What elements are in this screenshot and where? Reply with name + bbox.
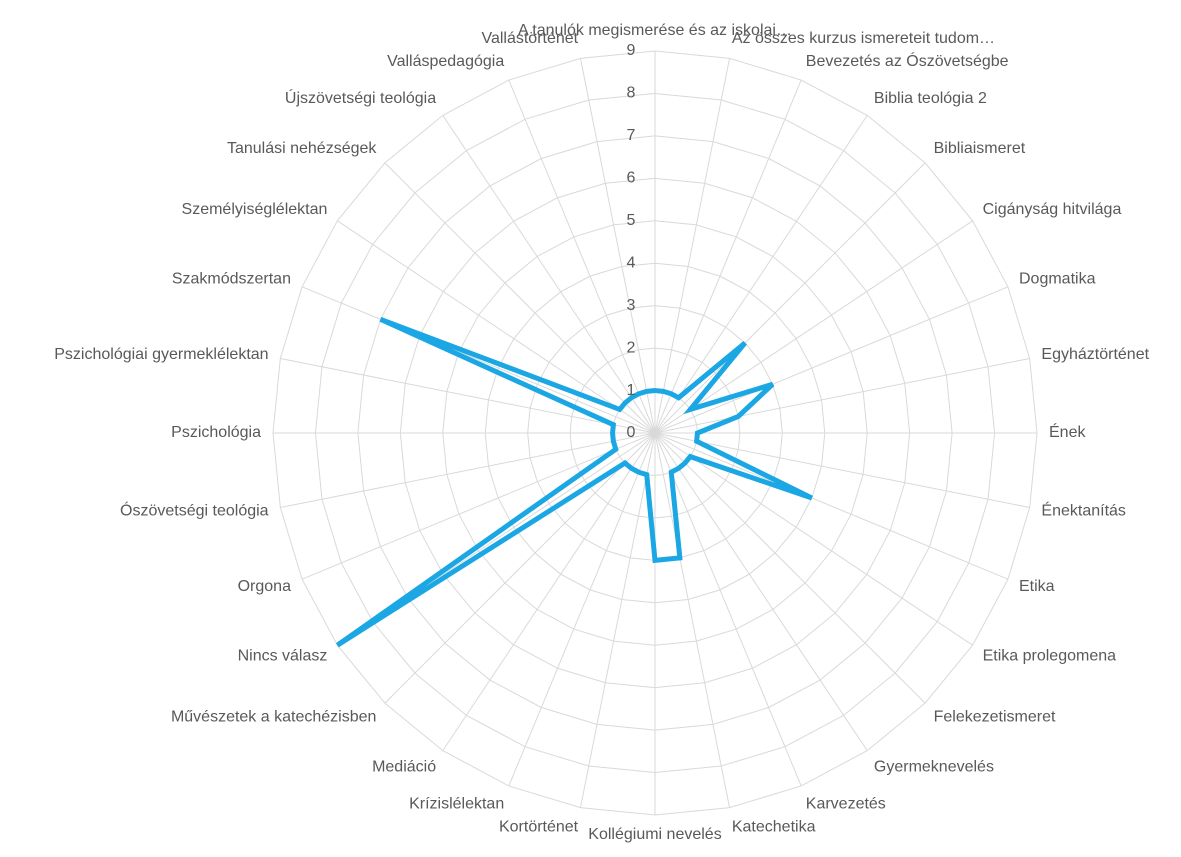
- category-label: Kollégiumi nevelés: [588, 826, 721, 843]
- spoke: [579, 432, 656, 808]
- spoke: [654, 115, 868, 434]
- category-label: Felekezetismeret: [934, 708, 1056, 725]
- category-label: Személyiséglélektan: [182, 201, 328, 218]
- category-label: Katechetika: [732, 818, 816, 835]
- category-label: Cigányság hitvilága: [983, 201, 1122, 218]
- category-label: Újszövetségi teológia: [285, 88, 436, 107]
- spoke: [384, 432, 656, 704]
- spoke: [442, 115, 656, 434]
- y-tick-label: 8: [627, 85, 636, 102]
- spoke: [442, 432, 656, 751]
- spoke: [654, 432, 973, 646]
- y-tick-label: 9: [627, 42, 636, 59]
- category-label: Szakmódszertan: [172, 270, 291, 287]
- category-label: Valláspedagógia: [387, 53, 504, 70]
- y-tick-label: 4: [627, 254, 636, 271]
- category-label: Pszichológiai gyermeklélektan: [54, 346, 268, 363]
- spoke: [508, 79, 656, 434]
- y-tick-label: 5: [627, 212, 636, 229]
- category-label: Krízislélektan: [409, 796, 504, 813]
- category-label: Etika: [1019, 578, 1055, 595]
- category-label: Orgona: [238, 578, 291, 595]
- category-label: Ének: [1049, 422, 1086, 441]
- category-label: Ószövetségi teológia: [120, 501, 269, 520]
- category-label: Kortörténet: [499, 818, 579, 835]
- category-label: Az összes kurzus ismereteit tudom…: [732, 30, 995, 47]
- spoke: [579, 58, 656, 434]
- spoke: [654, 357, 1030, 434]
- spoke: [654, 432, 802, 787]
- spoke: [654, 432, 731, 808]
- category-label: Gyermeknevelés: [874, 758, 994, 775]
- category-label: Egyháztörténet: [1041, 346, 1149, 363]
- category-label: Mediáció: [372, 758, 436, 775]
- spoke: [654, 432, 1030, 509]
- category-label: A tanulók megismerése és az iskolai…: [518, 22, 792, 39]
- data-line: [335, 316, 813, 648]
- y-tick-label: 7: [627, 127, 636, 144]
- y-tick-label: 3: [627, 297, 636, 314]
- y-tick-label: 0: [627, 424, 636, 441]
- spoke: [280, 357, 656, 434]
- spoke: [654, 432, 868, 751]
- category-label: Pszichológia: [171, 424, 261, 441]
- category-label: Etika prolegomena: [983, 648, 1117, 665]
- spoke: [654, 286, 1009, 434]
- category-label: Tanulási nehézségek: [227, 140, 377, 157]
- spoke: [654, 162, 926, 434]
- category-label: Vallástörténet: [481, 30, 578, 47]
- category-label: Biblia teológia 2: [874, 90, 987, 107]
- category-label: Művészetek a katechézisben: [171, 708, 376, 725]
- spoke: [654, 220, 973, 434]
- category-label: Bibliaismeret: [934, 140, 1026, 157]
- spoke: [654, 432, 926, 704]
- spoke: [654, 432, 1009, 580]
- y-tick-label: 6: [627, 170, 636, 187]
- y-tick-label: 1: [627, 382, 636, 399]
- spoke: [508, 432, 656, 787]
- category-label: Bevezetés az Ószövetségbe: [806, 51, 1009, 70]
- category-label: Nincs válasz: [238, 648, 328, 665]
- category-label: Dogmatika: [1019, 270, 1096, 287]
- category-label: Énektanítás: [1041, 501, 1126, 520]
- y-tick-label: 2: [627, 339, 636, 356]
- spoke: [654, 79, 802, 434]
- spoke: [301, 286, 656, 434]
- spoke: [384, 162, 656, 434]
- spoke: [654, 58, 731, 434]
- spoke: [280, 432, 656, 509]
- spoke: [337, 220, 656, 434]
- category-label: Karvezetés: [806, 796, 886, 813]
- spoke: [301, 432, 656, 580]
